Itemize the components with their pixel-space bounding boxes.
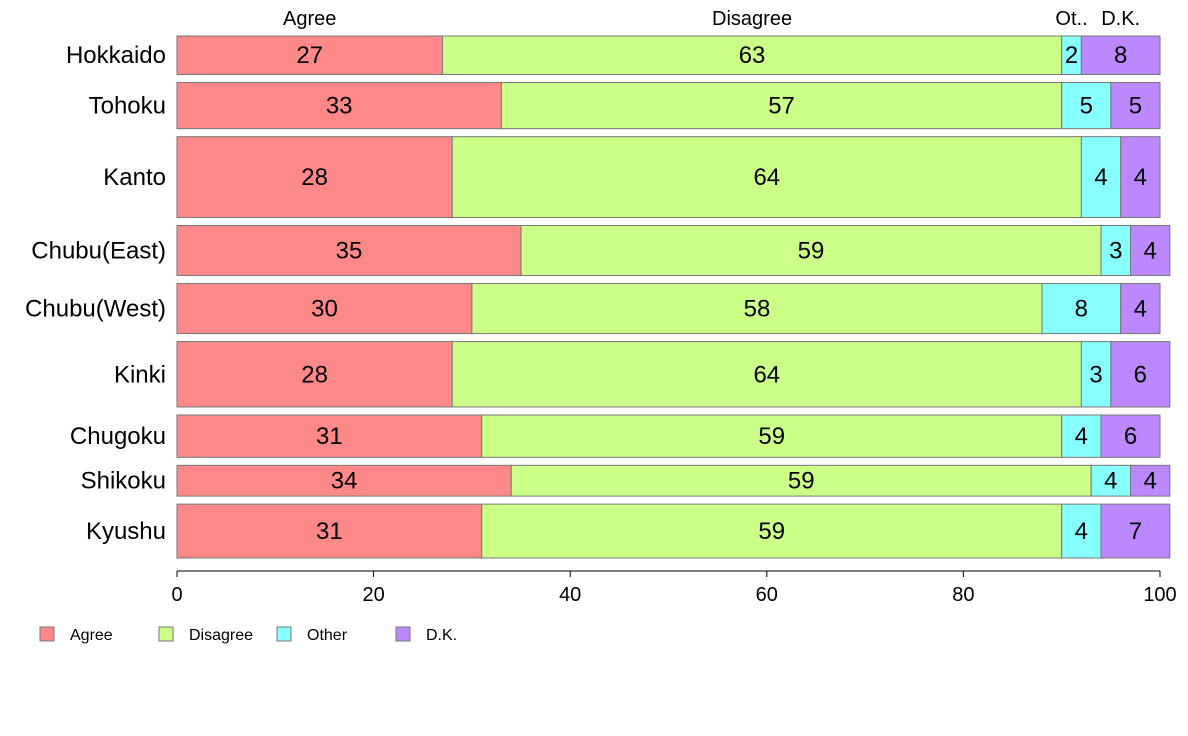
bar-segment-3-1	[520, 224, 1102, 277]
legend-label-1: Disagree	[189, 627, 253, 644]
bar-segment-3-2	[1100, 224, 1132, 277]
data-label-8-3: 7	[1129, 518, 1142, 545]
bar-segment-3-0	[176, 224, 522, 277]
series-header-2: Ot..	[1055, 8, 1087, 30]
data-label-3-1: 59	[798, 238, 825, 265]
bar-segment-2-1	[451, 136, 1082, 218]
data-label-0-3: 8	[1114, 42, 1127, 69]
data-label-4-0: 30	[311, 296, 338, 323]
data-label-1-3: 5	[1129, 93, 1142, 120]
data-label-2-0: 28	[301, 164, 328, 191]
category-label-5: Kinki	[114, 361, 166, 388]
data-label-2-3: 4	[1134, 164, 1147, 191]
data-label-5-3: 6	[1134, 361, 1147, 388]
legend-label-3: D.K.	[426, 627, 457, 644]
bar-segment-1-3	[1110, 81, 1161, 130]
series-header-3: D.K.	[1101, 8, 1140, 30]
data-label-0-0: 27	[296, 42, 323, 69]
category-label-3: Chubu(East)	[31, 238, 166, 265]
bar-segment-7-3	[1130, 464, 1171, 497]
data-label-7-0: 34	[331, 468, 358, 495]
data-label-5-1: 64	[753, 361, 780, 388]
data-label-1-1: 57	[768, 93, 795, 120]
data-label-6-1: 59	[758, 423, 785, 450]
x-tick-label-5: 100	[1143, 584, 1176, 606]
bar-segment-6-0	[176, 414, 483, 458]
bar-segment-4-1	[471, 283, 1043, 335]
bar-segment-5-2	[1080, 341, 1112, 408]
bar-segment-4-0	[176, 283, 473, 335]
bar-segment-0-3	[1080, 35, 1161, 75]
data-label-6-0: 31	[316, 423, 343, 450]
data-label-3-0: 35	[336, 238, 363, 265]
bar-segment-8-3	[1100, 503, 1171, 559]
legend-label-0: Agree	[70, 627, 113, 644]
bar-segment-2-3	[1120, 136, 1161, 218]
x-tick-label-4: 80	[952, 584, 974, 606]
category-label-4: Chubu(West)	[25, 296, 166, 323]
bar-segment-3-3	[1130, 224, 1171, 277]
bar-segment-0-1	[441, 35, 1063, 75]
bar-segment-4-3	[1120, 283, 1161, 335]
bar-segment-2-0	[176, 136, 453, 218]
data-label-3-3: 4	[1143, 238, 1156, 265]
data-label-7-2: 4	[1104, 468, 1117, 495]
x-tick-label-1: 20	[362, 584, 384, 606]
data-label-8-2: 4	[1075, 518, 1088, 545]
category-label-8: Kyushu	[86, 518, 166, 545]
data-label-6-2: 4	[1075, 423, 1088, 450]
category-label-0: Hokkaido	[66, 42, 166, 69]
bar-segment-1-1	[500, 81, 1063, 130]
data-label-1-0: 33	[326, 93, 353, 120]
bar-segment-8-1	[481, 503, 1063, 559]
data-label-0-1: 63	[739, 42, 766, 69]
series-header-0: Agree	[283, 8, 336, 30]
bar-segment-5-1	[451, 341, 1082, 408]
data-label-4-3: 4	[1134, 296, 1147, 323]
data-label-7-1: 59	[788, 468, 815, 495]
bar-segment-5-3	[1110, 341, 1171, 408]
bar-segment-0-0	[176, 35, 443, 75]
bar-segment-6-1	[481, 414, 1063, 458]
data-label-6-3: 6	[1124, 423, 1137, 450]
bar-segment-7-1	[510, 464, 1092, 497]
x-tick-label-2: 40	[559, 584, 581, 606]
legend-swatch-0	[39, 626, 55, 642]
legend-label-2: Other	[307, 627, 348, 644]
bar-segment-1-2	[1061, 81, 1112, 130]
bar-segment-2-2	[1080, 136, 1122, 218]
legend-swatch-2	[276, 626, 292, 642]
data-label-7-3: 4	[1143, 468, 1156, 495]
data-label-0-2: 2	[1065, 42, 1078, 69]
data-label-1-2: 5	[1080, 93, 1093, 120]
data-label-3-2: 3	[1109, 238, 1122, 265]
bar-segment-1-0	[176, 81, 502, 130]
bar-segment-4-2	[1041, 283, 1122, 335]
data-label-4-2: 8	[1075, 296, 1088, 323]
bar-segment-6-2	[1061, 414, 1102, 458]
legend-swatch-1	[158, 626, 174, 642]
data-label-4-1: 58	[744, 296, 771, 323]
legend-swatch-3	[395, 626, 411, 642]
bar-segment-7-2	[1090, 464, 1132, 497]
data-label-5-2: 3	[1089, 361, 1102, 388]
data-label-8-1: 59	[758, 518, 785, 545]
data-label-5-0: 28	[301, 361, 328, 388]
category-label-6: Chugoku	[70, 423, 166, 450]
data-label-8-0: 31	[316, 518, 343, 545]
category-label-7: Shikoku	[81, 468, 166, 495]
category-label-2: Kanto	[103, 164, 166, 191]
series-header-1: Disagree	[712, 8, 792, 30]
data-label-2-1: 64	[753, 164, 780, 191]
bar-segment-5-0	[176, 341, 453, 408]
data-label-2-2: 4	[1094, 164, 1107, 191]
x-tick-label-0: 0	[171, 584, 182, 606]
bar-segment-6-3	[1100, 414, 1161, 458]
x-tick-label-3: 60	[756, 584, 778, 606]
category-label-1: Tohoku	[89, 93, 166, 120]
